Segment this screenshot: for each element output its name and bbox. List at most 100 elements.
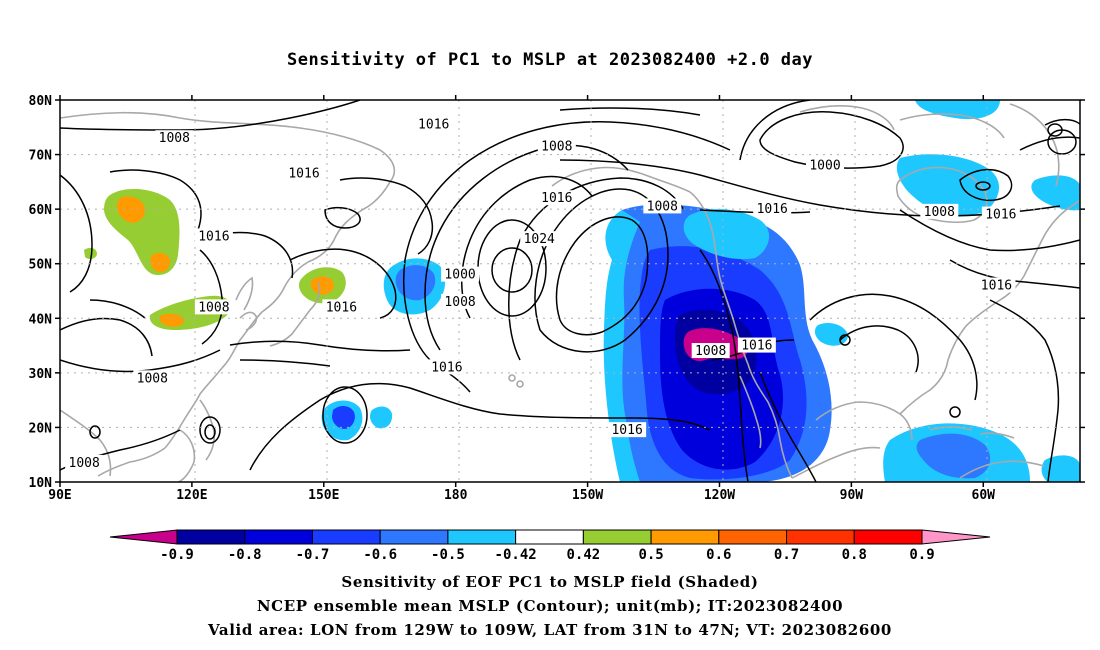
colorbar-swatch xyxy=(853,529,923,545)
colorbar-swatch xyxy=(718,529,788,545)
lon-label: 150W xyxy=(572,488,603,503)
svg-text:1016: 1016 xyxy=(611,423,642,438)
lat-label: 80N xyxy=(29,94,53,109)
lat-label: 70N xyxy=(29,149,53,164)
map-title: Sensitivity of PC1 to MSLP at 2023082400… xyxy=(286,50,813,70)
lon-label: 120W xyxy=(704,488,735,503)
svg-text:1016: 1016 xyxy=(431,360,462,375)
colorbar-swatch xyxy=(176,529,246,545)
lon-label: 180 xyxy=(444,488,468,503)
shade-china-orange xyxy=(159,313,184,327)
contour-label: 1016 xyxy=(194,228,233,244)
colorbar-swatch xyxy=(786,529,855,545)
svg-text:1008: 1008 xyxy=(647,199,678,214)
svg-text:1008: 1008 xyxy=(924,205,955,220)
svg-text:1016: 1016 xyxy=(985,208,1016,223)
colorbar-label: -0.42 xyxy=(495,547,537,563)
colorbar-label: 0.7 xyxy=(774,547,799,563)
shade-greenland xyxy=(915,100,1000,120)
colorbar-swatch xyxy=(515,529,584,545)
colorbar-swatch xyxy=(650,529,720,545)
contour-label: 1000 xyxy=(806,157,844,173)
svg-text:1016: 1016 xyxy=(757,202,788,217)
colorbar-label: -0.8 xyxy=(228,547,262,563)
colorbar-label: 0.8 xyxy=(842,547,867,563)
colorbar-label: -0.7 xyxy=(296,547,330,563)
lat-label: 50N xyxy=(29,258,53,273)
svg-text:1008: 1008 xyxy=(159,131,190,146)
shade-caribbean-inner xyxy=(916,433,991,479)
colorbar-swatch xyxy=(447,529,517,545)
svg-text:1016: 1016 xyxy=(326,300,357,315)
contour-label: 1008 xyxy=(194,299,233,315)
colorbar-swatch xyxy=(311,529,381,545)
colorbar-label: 0.6 xyxy=(706,547,731,563)
shade-sw-atlantic xyxy=(1041,455,1080,482)
contour-label: 1008 xyxy=(691,343,730,359)
shade-tiny-green xyxy=(84,247,97,259)
contour-label: 1016 xyxy=(285,165,324,182)
svg-text:1008: 1008 xyxy=(198,300,229,315)
contour-label: 1016 xyxy=(977,277,1016,294)
shade-labrador xyxy=(1031,175,1080,211)
footer-caption-valid-area: Valid area: LON from 129W to 109W, LAT f… xyxy=(208,621,892,639)
contour-label: 1016 xyxy=(537,190,576,206)
colorbar: -0.9 -0.8 -0.7 -0.6 -0.5 -0.42 0.42 0.5 0.6 0.7 0.… xyxy=(109,529,991,563)
svg-text:1016: 1016 xyxy=(288,167,319,182)
contour-label-layer: 1016 1008 1008 1000 1016 1016 1008 1016 1008 1016… xyxy=(65,116,1020,471)
footer-caption-contour: NCEP ensemble mean MSLP (Contour); unit(… xyxy=(256,597,844,615)
contour-label: 1016 xyxy=(427,359,466,375)
colorbar-max-arrow xyxy=(921,529,991,545)
shade-japan-orange xyxy=(310,276,335,295)
footer-caption-shading: Sensitivity of EOF PC1 to MSLP field (Sh… xyxy=(341,573,759,591)
svg-text:1008: 1008 xyxy=(69,456,100,471)
colorbar-swatch xyxy=(244,529,313,545)
lon-label: 90E xyxy=(48,488,71,503)
colorbar-min-arrow xyxy=(109,529,178,545)
axis-ticks xyxy=(55,95,1085,487)
svg-text:1016: 1016 xyxy=(418,118,449,133)
contour-label: 1008 xyxy=(441,293,480,310)
svg-text:1016: 1016 xyxy=(741,339,772,354)
svg-text:1008: 1008 xyxy=(137,371,168,386)
contour-label: 1016 xyxy=(414,116,453,133)
lat-lon-grid xyxy=(60,100,1080,482)
svg-text:1008: 1008 xyxy=(444,295,475,310)
svg-text:1008: 1008 xyxy=(541,139,572,154)
shade-west-coast-cyan-rim xyxy=(603,210,640,482)
colorbar-swatch xyxy=(582,529,652,545)
contour-label: 1008 xyxy=(65,454,104,471)
coastlines xyxy=(60,103,1080,482)
svg-text:1000: 1000 xyxy=(444,268,475,283)
shade-west-pacific-storm-inner xyxy=(332,406,355,429)
contour-label: 1008 xyxy=(537,138,576,154)
contour-label: 1024 xyxy=(520,231,559,247)
colorbar-label: -0.6 xyxy=(363,547,397,563)
lon-label: 150E xyxy=(308,488,339,503)
colorbar-label: 0.5 xyxy=(638,547,663,563)
colorbar-label: 0.9 xyxy=(909,547,934,563)
plot-frame xyxy=(59,99,1081,483)
lon-label: 120E xyxy=(176,488,207,503)
svg-text:1016: 1016 xyxy=(198,229,229,244)
svg-text:1000: 1000 xyxy=(809,158,840,173)
svg-text:1008: 1008 xyxy=(695,344,726,359)
contour-label: 1008 xyxy=(155,130,194,146)
contour-label: 1016 xyxy=(322,299,361,315)
lat-label: 60N xyxy=(29,203,53,218)
lat-label: 40N xyxy=(29,312,53,327)
lat-label: 30N xyxy=(29,367,53,382)
colorbar-label: -0.5 xyxy=(431,547,465,563)
svg-text:1016: 1016 xyxy=(981,279,1012,294)
contour-label: 1016 xyxy=(737,337,776,354)
contour-label: 1008 xyxy=(643,198,682,214)
shade-small-pacific xyxy=(370,406,393,429)
contour-label: 1016 xyxy=(608,422,647,438)
contour-label: 1000 xyxy=(441,266,480,283)
lat-label: 20N xyxy=(29,421,53,436)
svg-text:1016: 1016 xyxy=(541,191,572,206)
shade-alaska-gulf xyxy=(683,208,770,260)
colorbar-label: -0.9 xyxy=(160,547,194,563)
